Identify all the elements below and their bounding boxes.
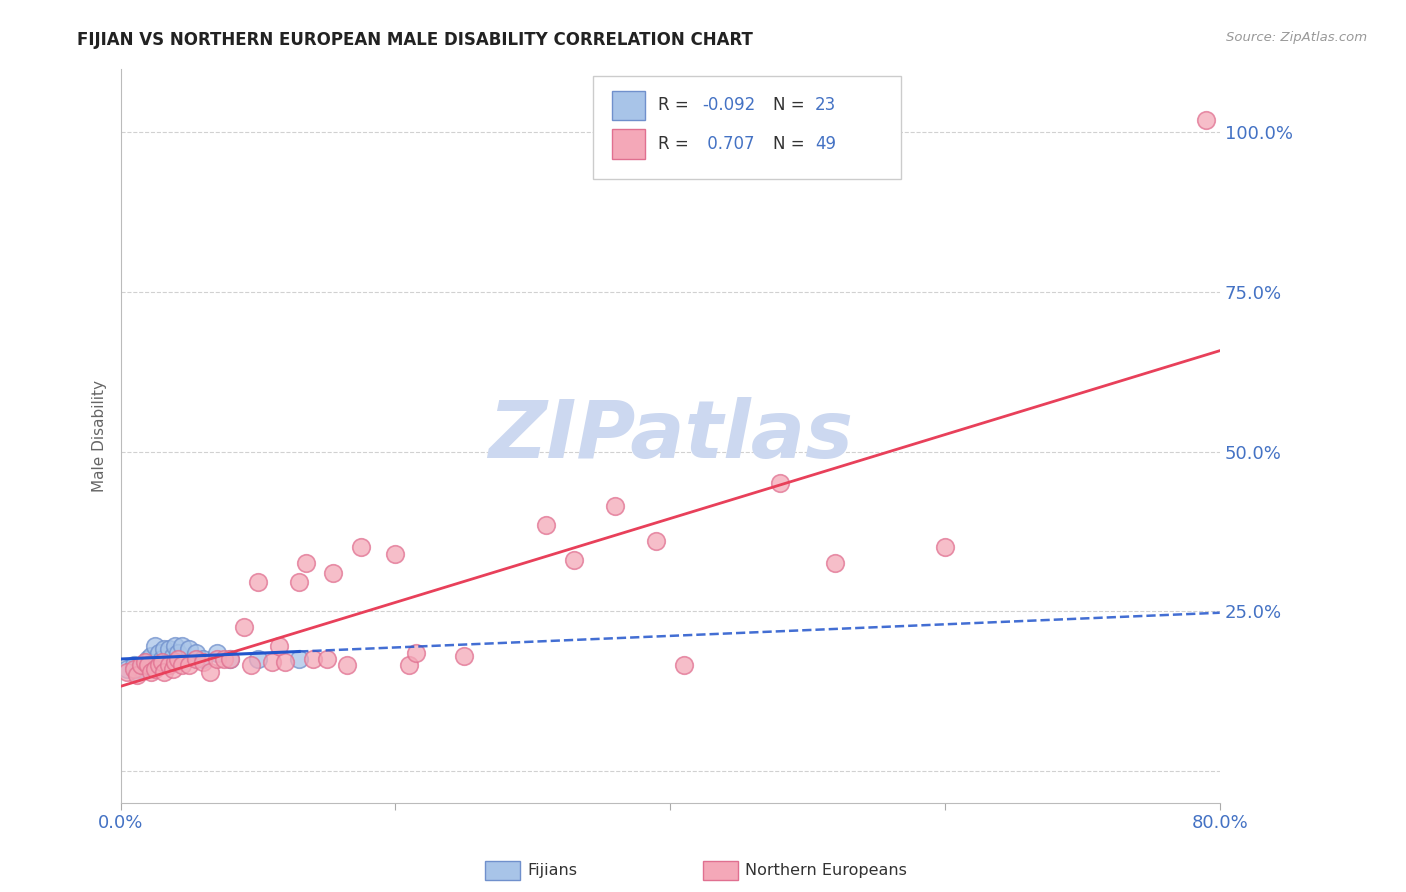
Point [172, 639, 194, 653]
Point [179, 658, 201, 673]
Point [246, 652, 269, 666]
Point [191, 655, 214, 669]
Point [139, 648, 162, 663]
Text: 0.707: 0.707 [702, 135, 755, 153]
Point [536, 517, 558, 532]
Point [117, 661, 139, 675]
Point [934, 541, 956, 555]
Point [405, 646, 427, 660]
Point [288, 652, 311, 666]
Point [153, 665, 176, 679]
Text: 49: 49 [815, 135, 837, 153]
Text: N =: N = [773, 96, 810, 114]
Point [167, 646, 190, 660]
Point [350, 541, 373, 555]
Text: R =: R = [658, 135, 695, 153]
Point [672, 658, 695, 673]
Point [125, 668, 148, 682]
Text: Fijians: Fijians [527, 863, 578, 878]
Point [288, 575, 311, 590]
Point [172, 658, 194, 673]
FancyBboxPatch shape [593, 76, 901, 178]
Point [136, 658, 159, 673]
Y-axis label: Male Disability: Male Disability [93, 380, 107, 491]
Text: FIJIAN VS NORTHERN EUROPEAN MALE DISABILITY CORRELATION CHART: FIJIAN VS NORTHERN EUROPEAN MALE DISABIL… [77, 31, 754, 49]
Point [453, 648, 475, 663]
Bar [612, 129, 645, 159]
Point [260, 655, 283, 669]
Point [769, 476, 792, 491]
Point [122, 661, 145, 675]
Point [153, 642, 176, 657]
Point [162, 661, 184, 675]
Point [605, 499, 627, 513]
Point [384, 547, 406, 561]
Point [267, 639, 290, 653]
Point [129, 658, 152, 673]
Text: R =: R = [658, 96, 695, 114]
Point [219, 652, 242, 666]
Point [184, 646, 207, 660]
Point [295, 556, 318, 570]
Point [219, 652, 242, 666]
Text: ZIPatlas: ZIPatlas [488, 397, 852, 475]
Text: 23: 23 [815, 96, 837, 114]
Point [165, 639, 187, 653]
Point [240, 658, 263, 673]
Point [645, 533, 668, 548]
Point [134, 655, 156, 669]
Point [148, 646, 170, 660]
Point [129, 661, 152, 675]
Text: Source: ZipAtlas.com: Source: ZipAtlas.com [1226, 31, 1367, 45]
Point [143, 661, 166, 675]
Point [117, 665, 139, 679]
Point [179, 642, 201, 657]
Point [824, 556, 846, 570]
Point [125, 665, 148, 679]
Point [398, 658, 420, 673]
Point [165, 655, 187, 669]
Point [162, 648, 184, 663]
Point [148, 658, 170, 673]
Point [184, 652, 207, 666]
Point [205, 646, 228, 660]
Point [150, 652, 173, 666]
Point [157, 658, 180, 673]
Point [191, 652, 214, 666]
Point [336, 658, 359, 673]
Point [1195, 112, 1218, 127]
Point [322, 566, 344, 580]
Point [198, 665, 221, 679]
Bar [612, 91, 645, 120]
Text: -0.092: -0.092 [702, 96, 755, 114]
Point [150, 655, 173, 669]
Point [562, 553, 585, 567]
Point [136, 652, 159, 666]
Point [157, 642, 180, 657]
Point [139, 665, 162, 679]
Point [212, 652, 235, 666]
Point [205, 652, 228, 666]
Point [302, 652, 325, 666]
Point [167, 652, 190, 666]
Text: N =: N = [773, 135, 810, 153]
Point [246, 575, 269, 590]
Point [143, 639, 166, 653]
Point [274, 655, 297, 669]
Point [134, 658, 156, 673]
Point [233, 620, 256, 634]
Point [122, 658, 145, 673]
Text: Northern Europeans: Northern Europeans [745, 863, 907, 878]
Point [315, 652, 337, 666]
